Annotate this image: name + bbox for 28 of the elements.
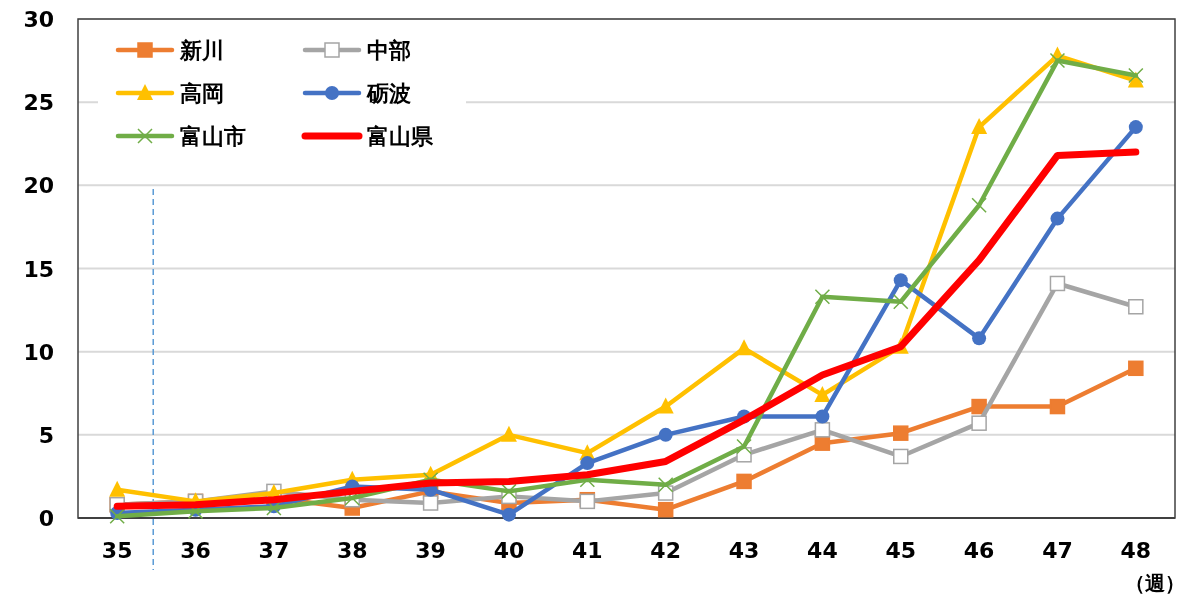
y-tick-label: 20 (23, 173, 54, 199)
y-tick-label: 10 (23, 339, 54, 365)
legend-label: 富山県 (367, 124, 434, 149)
x-tick-label: 41 (572, 538, 603, 563)
x-tick-label: 47 (1042, 538, 1073, 563)
y-tick-label: 5 (38, 422, 54, 448)
x-tick-label: 42 (650, 538, 681, 563)
x-axis-title: （週） (1125, 571, 1185, 595)
x-tick-label: 45 (885, 538, 917, 563)
y-tick-label: 15 (23, 256, 54, 282)
x-tick-label: 43 (728, 538, 760, 563)
legend-label: 新川 (179, 38, 224, 63)
legend-label: 富山市 (180, 124, 246, 149)
x-tick-label: 39 (415, 538, 446, 563)
x-tick-label: 36 (180, 538, 211, 563)
legend-label: 高岡 (180, 81, 224, 106)
legend-label: 砺波 (366, 81, 411, 106)
y-tick-label: 25 (23, 90, 54, 116)
y-tick-label: 0 (38, 506, 54, 531)
x-tick-label: 46 (963, 538, 995, 563)
legend-label: 中部 (367, 38, 411, 63)
y-tick-label: 30 (23, 7, 54, 32)
x-tick-label: 37 (258, 538, 290, 563)
x-tick-label: 38 (336, 538, 368, 563)
x-tick-label: 35 (101, 538, 133, 563)
x-tick-label: 44 (807, 538, 838, 563)
x-tick-label: 40 (493, 538, 525, 563)
x-tick-label: 48 (1120, 538, 1152, 563)
